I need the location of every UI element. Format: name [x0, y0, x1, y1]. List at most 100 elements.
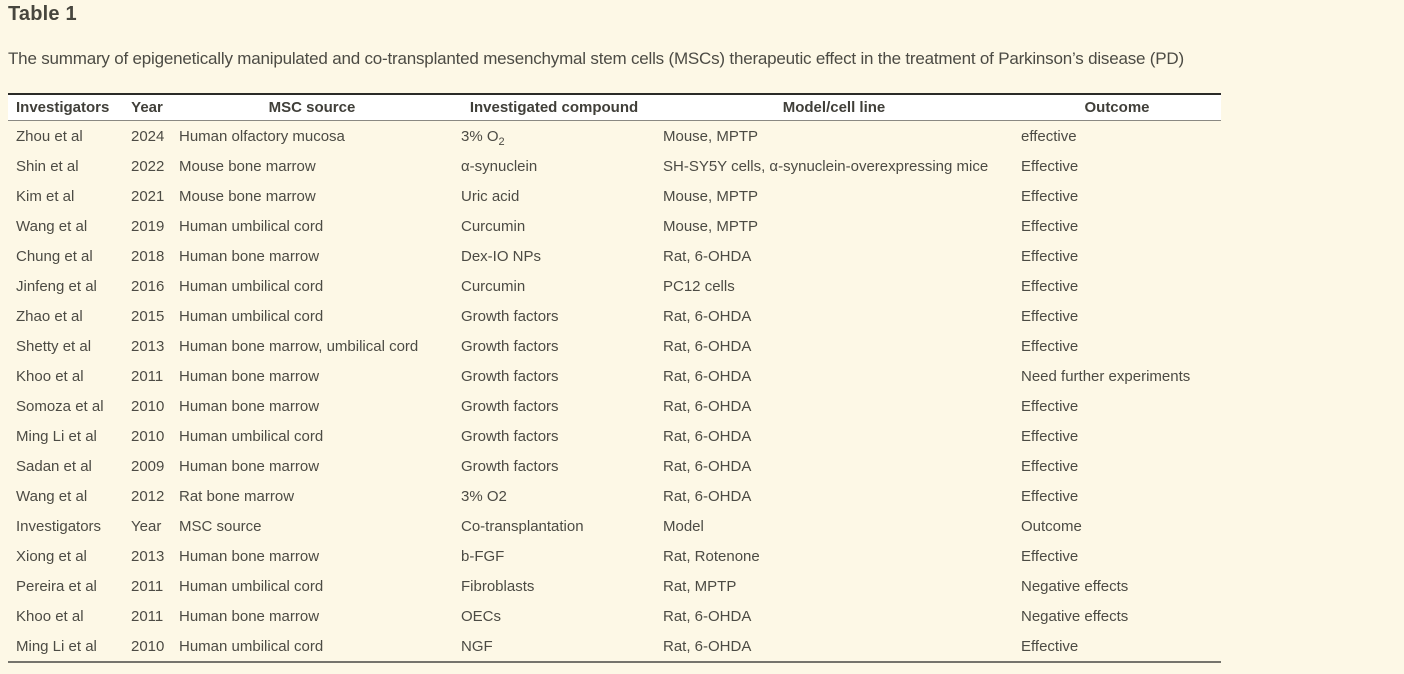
cell-compound: OECs [461, 607, 502, 625]
cell-msc-source: Human umbilical cord [179, 277, 324, 295]
cell-msc-source: Human umbilical cord [179, 427, 324, 445]
cell-year: 2016 [131, 277, 165, 295]
table-body: Zhou et al 2024 Human olfactory mucosa 3% O… [8, 121, 1221, 662]
cell-model: Rat, 6-OHDA [663, 247, 752, 265]
table-row: Zhao et al 2015 Human umbilical cord Growth… [8, 301, 1221, 331]
table-header-row: Investigators Year MSC source Investigat… [8, 94, 1221, 121]
cell-model: Rat, 6-OHDA [663, 337, 752, 355]
cell-compound: Curcumin [461, 277, 526, 295]
cell-year: 2010 [131, 637, 165, 655]
cell-investigators: Wang et al [16, 487, 88, 505]
column-header-outcome: Outcome [1084, 99, 1150, 116]
cell-investigators: Pereira et al [16, 577, 97, 595]
cell-msc-source: Rat bone marrow [179, 487, 295, 505]
cell-investigators: Ming Li et al [16, 637, 97, 655]
cell-msc-source: Human bone marrow, umbilical cord [179, 337, 419, 355]
cell-model: Rat, 6-OHDA [663, 487, 752, 505]
cell-model: Rat, 6-OHDA [663, 397, 752, 415]
cell-year: 2013 [131, 337, 165, 355]
cell-compound: NGF [461, 637, 493, 655]
cell-investigators: Khoo et al [16, 367, 84, 385]
cell-year: 2021 [131, 187, 165, 205]
cell-compound: Dex-IO NPs [461, 247, 542, 265]
cell-model: PC12 cells [663, 277, 735, 295]
cell-outcome: Need further experiments [1021, 367, 1191, 385]
cell-model: Rat, 6-OHDA [663, 637, 752, 655]
cell-msc-source: Human umbilical cord [179, 637, 324, 655]
cell-outcome: Effective [1021, 157, 1079, 175]
table-title: Table 1 [8, 3, 77, 25]
cell-msc-source: Human bone marrow [179, 547, 320, 565]
cell-msc-source: Human bone marrow [179, 397, 320, 415]
cell-year: 2010 [131, 397, 165, 415]
cell-compound: Growth factors [461, 457, 559, 475]
column-header-model-cell-line: Model/cell line [782, 99, 886, 116]
cell-outcome: Effective [1021, 397, 1079, 415]
cell-year: 2024 [131, 127, 165, 145]
cell-model: Rat, 6-OHDA [663, 367, 752, 385]
cell-outcome: Effective [1021, 247, 1079, 265]
column-header-msc-source: MSC source [268, 99, 356, 116]
cell-compound: Growth factors [461, 367, 559, 385]
cell-compound: α-synuclein [461, 157, 538, 175]
cell-model: Rat, 6-OHDA [663, 427, 752, 445]
cell-year: 2012 [131, 487, 165, 505]
cell-compound: 3% O2 [461, 127, 505, 148]
cell-outcome: Effective [1021, 277, 1079, 295]
cell-compound: b-FGF [461, 547, 505, 565]
cell-outcome: Effective [1021, 457, 1079, 475]
cell-compound: Growth factors [461, 337, 559, 355]
cell-model: Rat, MPTP [663, 577, 737, 595]
cell-investigators: Investigators [16, 517, 102, 535]
cell-outcome: Effective [1021, 337, 1079, 355]
cell-year: 2022 [131, 157, 165, 175]
cell-compound: Growth factors [461, 307, 559, 325]
table-row: Investigators Year MSC source Co-transplant… [8, 511, 1221, 541]
table-row: Zhou et al 2024 Human olfactory mucosa 3% O… [8, 121, 1221, 152]
cell-msc-source: Mouse bone marrow [179, 187, 316, 205]
cell-compound: 3% O2 [461, 487, 507, 505]
cell-investigators: Wang et al [16, 217, 88, 235]
cell-msc-source: Human bone marrow [179, 247, 320, 265]
cell-year: 2015 [131, 307, 165, 325]
cell-investigators: Zhou et al [16, 127, 83, 145]
cell-msc-source: Human bone marrow [179, 457, 320, 475]
column-header-investigated-compound: Investigated compound [469, 99, 639, 116]
table-row: Wang et al 2012 Rat bone marrow 3% O2 Rat, 6… [8, 481, 1221, 511]
cell-year: 2011 [131, 577, 164, 595]
cell-model: Mouse, MPTP [663, 127, 759, 145]
cell-msc-source: Human bone marrow [179, 607, 320, 625]
cell-outcome: effective [1021, 127, 1077, 145]
cell-model: Rat, 6-OHDA [663, 607, 752, 625]
cell-compound: Fibroblasts [461, 577, 535, 595]
table-row: Chung et al 2018 Human bone marrow Dex-IO N… [8, 241, 1221, 271]
cell-model: Mouse, MPTP [663, 187, 759, 205]
table-row: Khoo et al 2011 Human bone marrow Growth fa… [8, 361, 1221, 391]
table-row: Xiong et al 2013 Human bone marrow b-FGF Rat… [8, 541, 1221, 571]
table-row: Kim et al 2021 Mouse bone marrow Uric acid M… [8, 181, 1221, 211]
cell-compound: Co-transplantation [461, 517, 584, 535]
cell-year: 2013 [131, 547, 165, 565]
cell-model: SH-SY5Y cells, α-synuclein-overexpressin… [663, 157, 989, 175]
table-row: Somoza et al 2010 Human bone marrow Growth … [8, 391, 1221, 421]
cell-investigators: Shin et al [16, 157, 79, 175]
cell-compound: Curcumin [461, 217, 526, 235]
cell-year: 2018 [131, 247, 165, 265]
cell-investigators: Jinfeng et al [16, 277, 97, 295]
cell-compound: Growth factors [461, 397, 559, 415]
cell-msc-source: Human umbilical cord [179, 577, 324, 595]
cell-msc-source: Mouse bone marrow [179, 157, 316, 175]
cell-compound: Growth factors [461, 427, 559, 445]
cell-outcome: Effective [1021, 637, 1079, 655]
subscript: 2 [498, 135, 505, 148]
cell-outcome: Negative effects [1021, 577, 1129, 595]
table-row: Sadan et al 2009 Human bone marrow Growth f… [8, 451, 1221, 481]
summary-table: Investigators Year MSC source Investigat… [8, 93, 1221, 663]
cell-outcome: Effective [1021, 217, 1079, 235]
cell-model: Rat, Rotenone [663, 547, 760, 565]
cell-model: Rat, 6-OHDA [663, 457, 752, 475]
cell-msc-source: MSC source [179, 517, 262, 535]
cell-outcome: Effective [1021, 187, 1079, 205]
table-row: Khoo et al 2011 Human bone marrow OECs Rat, … [8, 601, 1221, 631]
